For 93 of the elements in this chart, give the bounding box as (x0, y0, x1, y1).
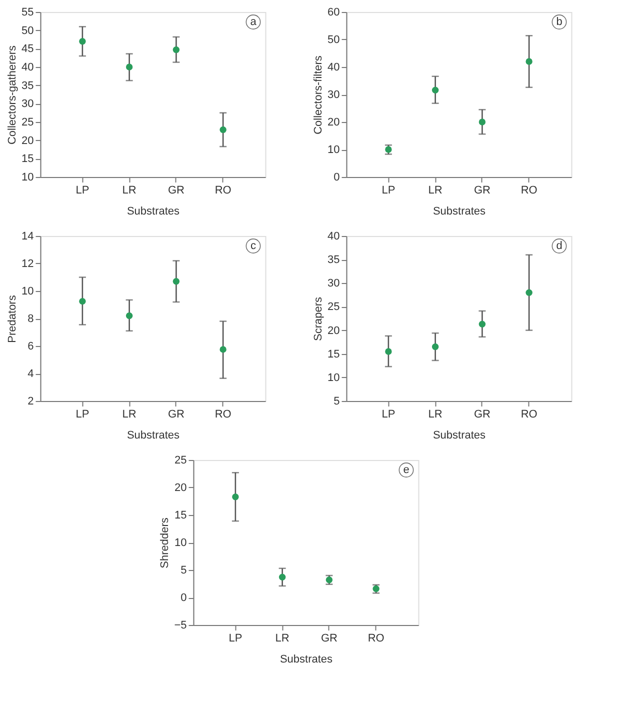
y-tick-label: 35 (22, 80, 34, 92)
x-tick-label: RO (368, 632, 385, 644)
y-tick-label: 20 (22, 134, 34, 147)
y-tick-label: 40 (22, 62, 34, 74)
x-tick-label: LR (428, 184, 442, 196)
y-axis-title: Collectors-gatherers (6, 44, 19, 145)
x-tick-label: GR (474, 408, 490, 420)
x-axis-title: Substrates (126, 430, 180, 442)
point (326, 576, 333, 584)
y-tick-label: 10 (328, 372, 340, 384)
y-tick-label: 5 (334, 396, 340, 408)
y-tick-label: 14 (22, 230, 34, 242)
y-tick-label: 10 (328, 144, 340, 156)
y-tick-label: 20 (328, 116, 340, 128)
annotation: c (250, 240, 256, 252)
x-tick-label: GR (168, 184, 184, 196)
x-tick-label: LP (76, 184, 90, 196)
y-axis-title: Collectors-filters (312, 55, 325, 134)
y-tick-label: 35 (328, 254, 340, 266)
point (79, 38, 86, 45)
x-tick-label: LR (122, 408, 136, 420)
y-tick-label: 50 (22, 24, 34, 37)
x-tick-label: GR (474, 184, 490, 196)
x-tick-label: LP (382, 184, 396, 196)
y-tick-label: 50 (328, 34, 340, 46)
y-tick-label: 40 (328, 62, 340, 74)
y-tick-label: 4 (28, 368, 34, 380)
point (526, 58, 532, 65)
y-tick-label: 30 (328, 89, 340, 101)
x-tick-label: RO (214, 408, 232, 420)
y-tick-label: 25 (328, 301, 340, 314)
y-tick-label: 30 (328, 278, 340, 290)
annotation: b (556, 16, 562, 28)
x-tick-label: LR (122, 184, 136, 196)
y-tick-label: 0 (180, 592, 187, 604)
x-tick-label: LP (382, 408, 396, 420)
point (172, 46, 180, 54)
y-tick-label: 15 (22, 153, 34, 166)
x-axis-title: Substrates (432, 206, 486, 218)
y-tick-label: 55 (22, 6, 34, 18)
y-tick-label: 25 (174, 454, 187, 466)
y-tick-label: 8 (28, 313, 34, 325)
x-tick-label: LP (76, 408, 90, 420)
y-axis-title: Shredders (159, 517, 172, 568)
y-axis-title: Predators (6, 294, 19, 343)
point (478, 118, 486, 126)
x-tick-label: RO (214, 184, 232, 196)
x-tick-label: LR (275, 632, 290, 644)
point (278, 574, 286, 580)
y-tick-label: 20 (174, 482, 187, 494)
x-axis-title: Substrates (280, 654, 334, 666)
y-tick-label: 0 (334, 172, 340, 184)
y-tick-label: 6 (28, 340, 34, 352)
point (220, 346, 226, 353)
y-tick-label: 20 (328, 324, 340, 337)
x-axis-title: Substrates (126, 206, 180, 218)
point (432, 86, 439, 94)
point (220, 126, 226, 134)
point (126, 64, 133, 70)
y-tick-label: 40 (328, 230, 340, 242)
point (385, 348, 392, 355)
y-tick-label: 10 (22, 286, 34, 298)
y-tick-label: 60 (328, 6, 340, 18)
y-tick-label: −5 (174, 620, 187, 632)
point (432, 343, 439, 350)
x-tick-label: RO (520, 184, 538, 196)
point (126, 312, 133, 320)
y-tick-label: 15 (328, 348, 340, 360)
y-tick-label: 2 (28, 396, 34, 408)
y-tick-label: 15 (174, 510, 187, 522)
y-tick-label: 12 (22, 258, 34, 270)
y-tick-label: 45 (22, 43, 34, 56)
x-tick-label: LR (428, 408, 442, 420)
y-tick-label: 5 (180, 564, 187, 576)
y-axis-title: Scrapers (312, 296, 325, 342)
x-tick-label: GR (320, 632, 338, 644)
point (79, 298, 86, 305)
x-axis-title: Substrates (432, 430, 486, 442)
point (385, 146, 392, 153)
y-tick-label: 10 (22, 172, 34, 184)
point (232, 494, 239, 500)
annotation: a (250, 16, 258, 28)
annotation: d (556, 240, 562, 252)
x-tick-label: RO (520, 408, 538, 420)
point (172, 278, 180, 285)
y-tick-label: 10 (174, 537, 187, 549)
point (478, 320, 486, 328)
annotation: e (403, 464, 410, 476)
y-tick-label: 30 (22, 98, 34, 110)
x-tick-label: LP (228, 632, 242, 644)
x-tick-label: GR (168, 408, 184, 420)
y-tick-label: 25 (22, 116, 34, 128)
point (526, 289, 532, 296)
